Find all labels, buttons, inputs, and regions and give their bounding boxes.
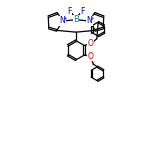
- Text: N: N: [87, 16, 92, 25]
- Text: +: +: [89, 16, 94, 21]
- Text: N: N: [60, 16, 65, 25]
- Text: F: F: [80, 7, 85, 16]
- Text: +: +: [62, 16, 67, 21]
- Text: B: B: [73, 15, 79, 24]
- Text: F: F: [67, 7, 72, 16]
- Text: O: O: [88, 52, 94, 61]
- Text: ⁻: ⁻: [78, 14, 81, 19]
- Text: O: O: [88, 39, 94, 48]
